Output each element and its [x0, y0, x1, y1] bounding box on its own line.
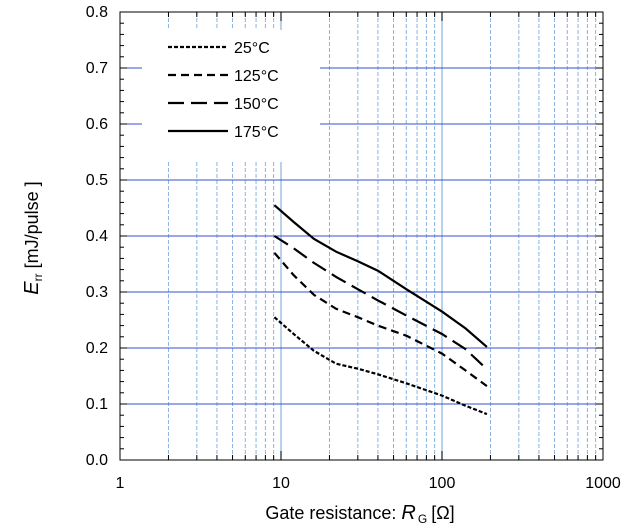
y-axis-title: Err [mJ/pulse ] [21, 181, 45, 294]
y-tick-label: 0.2 [86, 340, 108, 357]
y-tick-label: 0.5 [86, 172, 108, 189]
x-axis-text: Gate resistance: [265, 503, 401, 523]
y-tick-label: 0.7 [86, 60, 108, 77]
series-layer [273, 204, 488, 416]
legend-label-4: 175°C [234, 124, 279, 141]
x-tick-label: 1000 [585, 475, 621, 492]
legend-label-3: 150°C [234, 96, 279, 113]
y-axis-subscript: rr [31, 273, 45, 281]
y-tick-label: 0.6 [86, 116, 108, 133]
legend-label-1: 25°C [234, 40, 270, 57]
x-axis-symbol: R [401, 502, 415, 524]
legend-background [142, 30, 320, 162]
tick-labels: 0.0 0.1 0.2 0.3 0.4 0.5 0.6 0.7 0.8 1 10 100 1000 [86, 4, 621, 492]
x-tick-label: 1 [116, 475, 125, 492]
series-line-2 [273, 252, 488, 387]
x-axis-unit: [Ω] [431, 503, 454, 523]
x-tick-label: 10 [272, 475, 290, 492]
y-tick-label: 0.8 [86, 4, 108, 21]
series-line-3 [273, 235, 488, 371]
plot-area-frame [119, 11, 604, 461]
x-axis-subscript: G [418, 512, 427, 526]
legend: 25°C 125°C 150°C 175°C [142, 30, 320, 162]
legend-label-2: 125°C [234, 68, 279, 85]
y-tick-label: 0.0 [86, 452, 108, 469]
x-axis-title: Gate resistance: R G [Ω] [265, 502, 454, 526]
x-tick-label: 100 [429, 475, 456, 492]
ticks-layer [119, 11, 604, 461]
y-axis-symbol: E [21, 281, 43, 295]
series-line-1 [273, 316, 488, 416]
y-axis-unit: [mJ/pulse ] [22, 181, 42, 268]
y-tick-label: 0.4 [86, 228, 108, 245]
y-tick-label: 0.3 [86, 284, 108, 301]
series-line-4 [273, 204, 488, 348]
y-tick-label: 0.1 [86, 396, 108, 413]
